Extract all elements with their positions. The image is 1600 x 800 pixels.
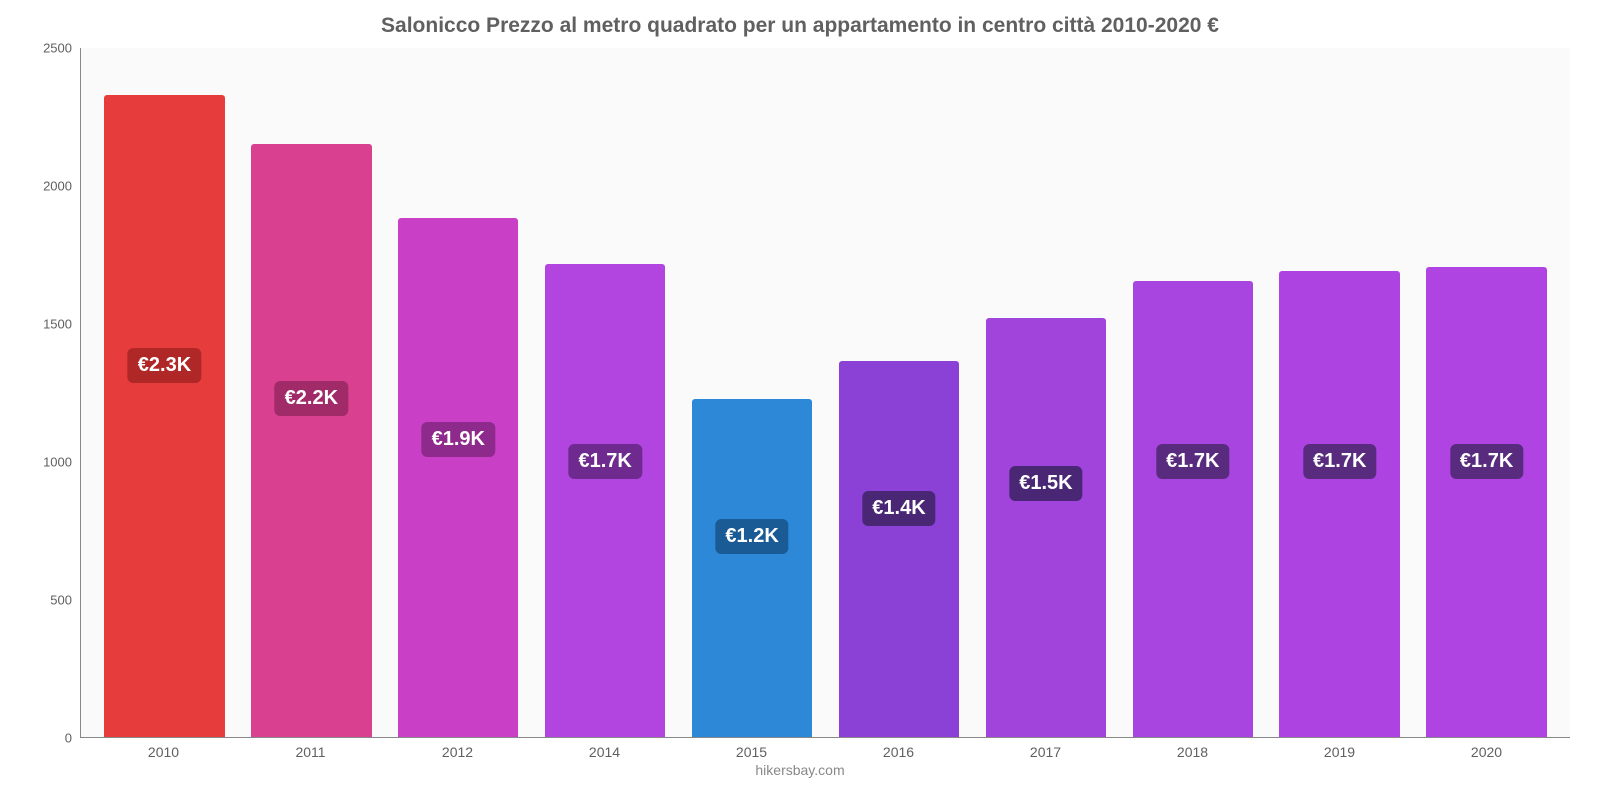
bar (104, 95, 224, 737)
x-tick-label: 2011 (237, 744, 384, 760)
bar-slot: €1.7K (1119, 48, 1266, 737)
x-tick-label: 2017 (972, 744, 1119, 760)
x-tick-label: 2014 (531, 744, 678, 760)
bar (1133, 281, 1253, 737)
bar (398, 218, 518, 738)
x-tick-label: 2012 (384, 744, 531, 760)
bar (839, 361, 959, 737)
x-tick-label: 2015 (678, 744, 825, 760)
bar (545, 264, 665, 737)
bar-value-label: €1.7K (568, 444, 641, 479)
bar-value-label: €2.2K (275, 381, 348, 416)
bar-value-label: €1.7K (1156, 444, 1229, 479)
y-tick: 1500 (43, 317, 72, 332)
bar-slot: €1.4K (826, 48, 973, 737)
x-tick-label: 2016 (825, 744, 972, 760)
y-tick: 2500 (43, 41, 72, 56)
plot-area: €2.3K €2.2K €1.9K €1.7K €1.2K €1.4K €1.5K €1.7K… (80, 48, 1570, 738)
y-tick: 500 (50, 593, 72, 608)
credit-text: hikersbay.com (30, 762, 1570, 778)
x-axis-labels: 2010201120122014201520162017201820192020 (80, 744, 1570, 760)
bar (692, 399, 812, 737)
plot-outer: 05001000150020002500 €2.3K€2.2K€1.9K€1.7… (30, 48, 1570, 738)
bar-slot: €2.3K (91, 48, 238, 737)
bar-slot: €2.2K (238, 48, 385, 737)
bar-slot: €1.9K (385, 48, 532, 737)
bar (1426, 267, 1546, 737)
bar-value-label: €2.3K (128, 348, 201, 383)
bar-slot: €1.7K (1266, 48, 1413, 737)
y-axis: 05001000150020002500 (30, 48, 80, 738)
y-tick: 2000 (43, 179, 72, 194)
bar-slot: €1.7K (1413, 48, 1560, 737)
bar (986, 318, 1106, 737)
y-tick: 0 (65, 731, 72, 746)
x-tick-label: 2020 (1413, 744, 1560, 760)
x-tick-label: 2010 (90, 744, 237, 760)
bar-slot: €1.5K (972, 48, 1119, 737)
bar-value-label: €1.9K (422, 422, 495, 457)
chart-title: Salonicco Prezzo al metro quadrato per u… (30, 14, 1570, 38)
y-tick: 1000 (43, 455, 72, 470)
bar-value-label: €1.7K (1450, 444, 1523, 479)
x-tick-label: 2019 (1266, 744, 1413, 760)
chart-container: Salonicco Prezzo al metro quadrato per u… (0, 0, 1600, 800)
bar-value-label: €1.7K (1303, 444, 1376, 479)
bar (1279, 271, 1399, 737)
x-tick-label: 2018 (1119, 744, 1266, 760)
bar-slot: €1.2K (679, 48, 826, 737)
bar-value-label: €1.5K (1009, 466, 1082, 501)
bar-value-label: €1.2K (715, 519, 788, 554)
bar-value-label: €1.4K (862, 491, 935, 526)
bars-row: €2.3K €2.2K €1.9K €1.7K €1.2K €1.4K €1.5K €1.7K… (81, 48, 1570, 737)
bar (251, 144, 371, 737)
bar-slot: €1.7K (532, 48, 679, 737)
